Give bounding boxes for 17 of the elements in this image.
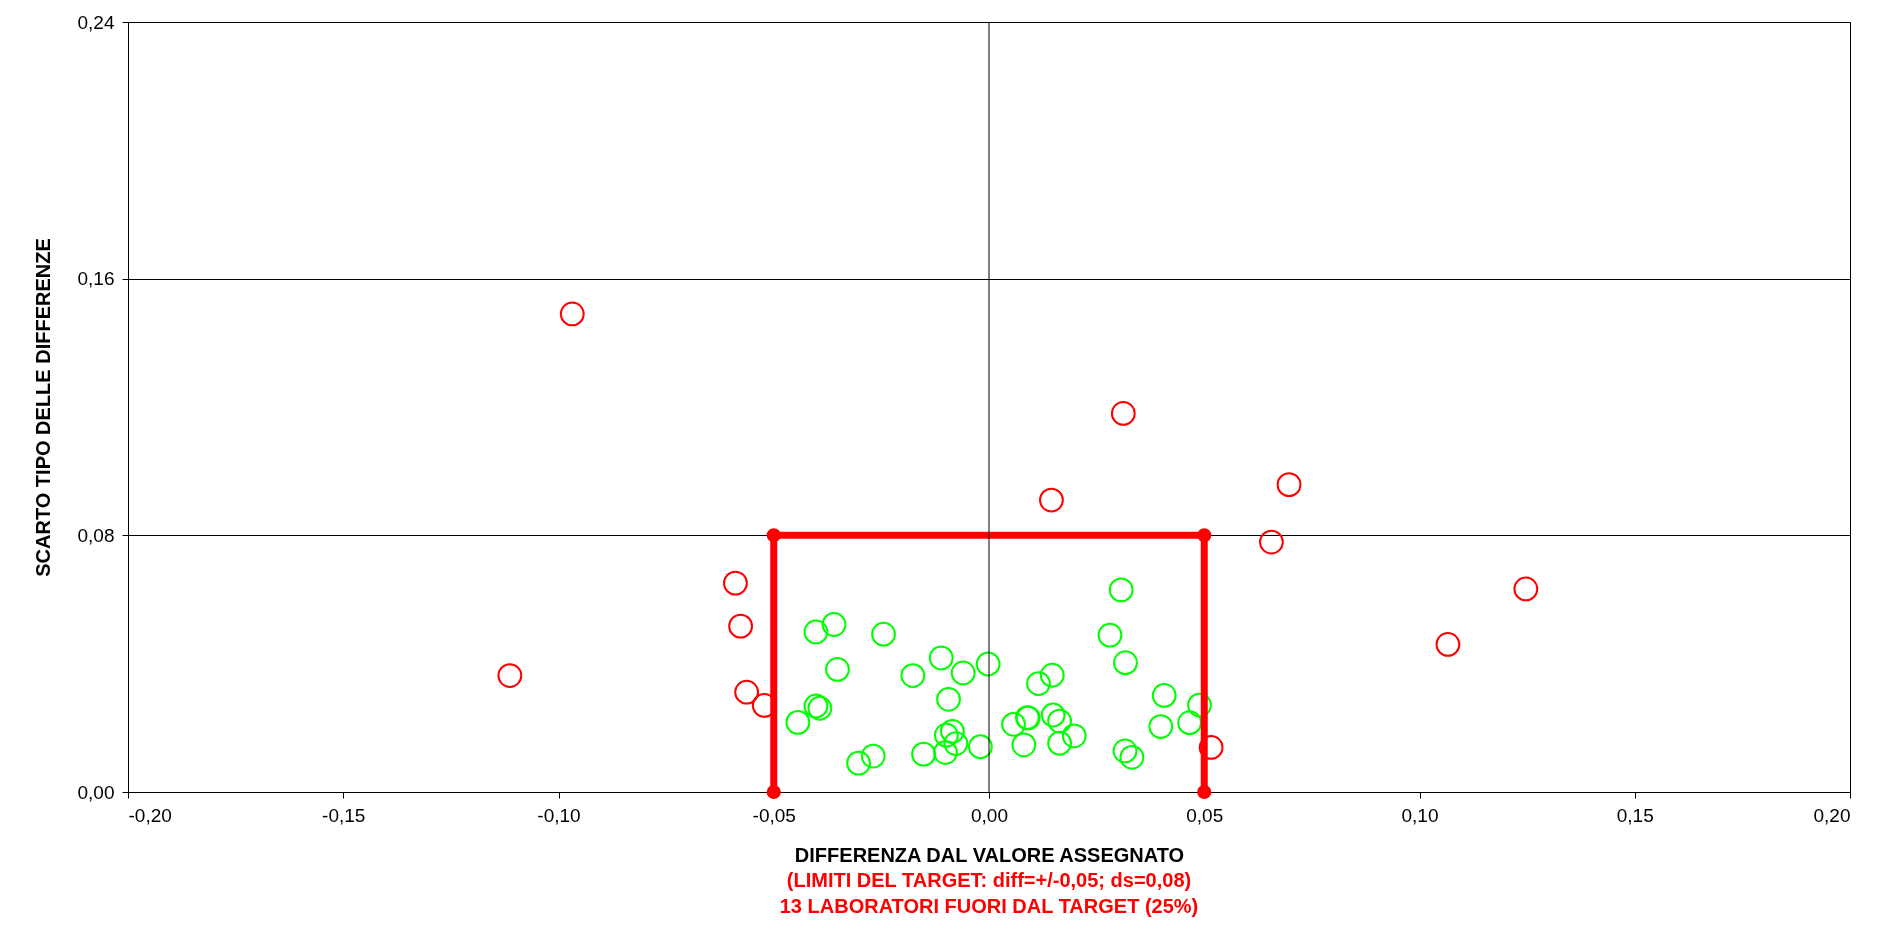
x-axis-title: DIFFERENZA DAL VALORE ASSEGNATO	[794, 843, 1185, 866]
y-tick-label: 0,00	[77, 781, 115, 803]
x-tick-label: 0,15	[1616, 804, 1654, 826]
text: 13 LABORATORI FUORI DAL TARGET (25%)	[779, 895, 1199, 917]
text: (LIMITI DEL TARGET: diff=+/-0,05; ds=0,08)	[786, 869, 1192, 891]
x-tick-label: -0,20	[128, 804, 172, 826]
y-tick-label: 0,24	[77, 11, 115, 33]
x-tick-label: -0,15	[322, 804, 366, 826]
y-axis-title: SCARTO TIPO DELLE DIFFERENZE	[31, 238, 54, 577]
x-tick-label: 0,20	[1813, 804, 1851, 826]
x-tick-label: 0,00	[971, 804, 1008, 826]
y-tick-label: 0,08	[77, 524, 115, 546]
x-tick-label: -0,10	[537, 804, 581, 826]
y-tick-label: 0,16	[77, 268, 115, 290]
x-tick-label: 0,05	[1186, 804, 1224, 826]
x-tick-label: 0,10	[1401, 804, 1439, 826]
x-tick-label: -0,05	[752, 804, 796, 826]
